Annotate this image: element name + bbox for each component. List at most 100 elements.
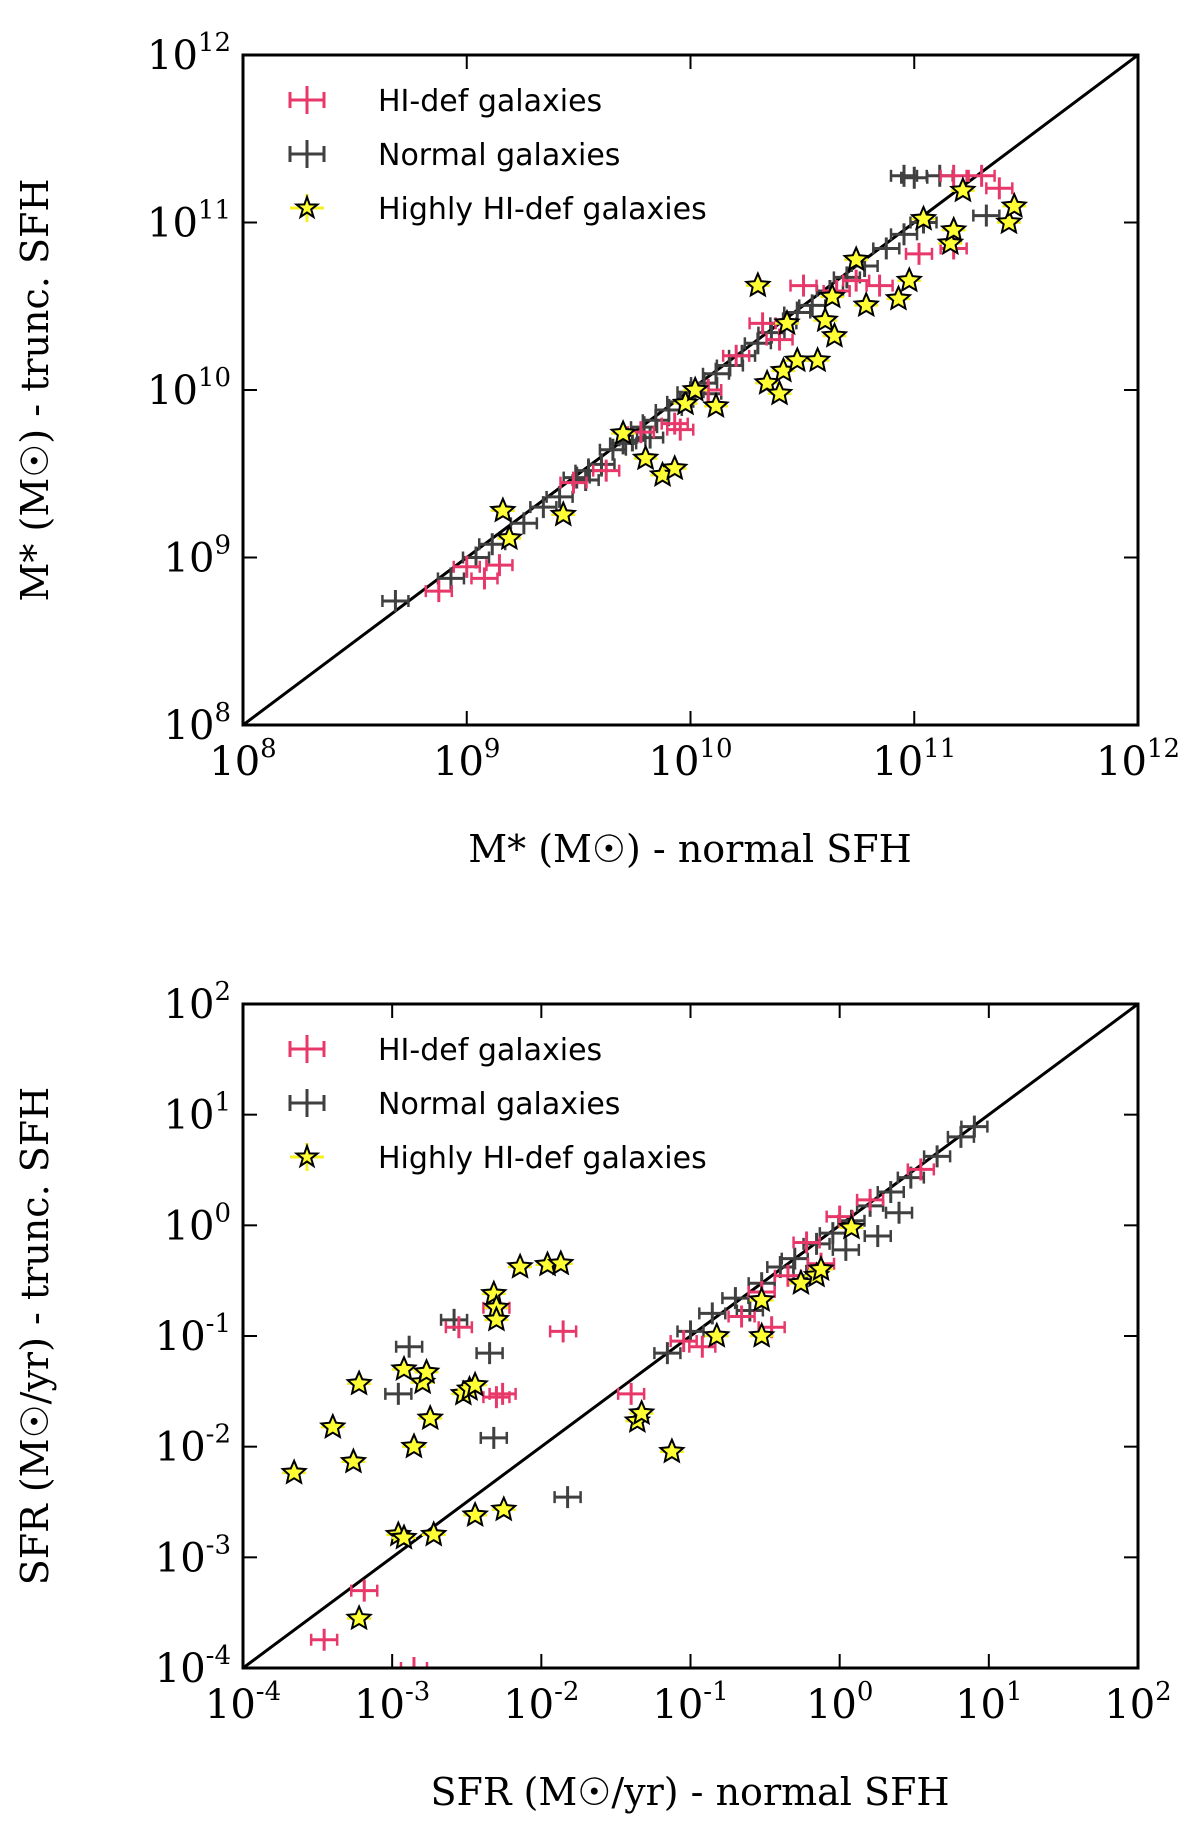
errorbar-point: [676, 1320, 705, 1343]
errorbar-point: [727, 1305, 756, 1328]
star-point: [400, 1432, 428, 1459]
series-highly-hi-def-galaxies: [488, 176, 1029, 551]
errorbar-point: [660, 412, 689, 435]
x-tick-label: 10-3: [354, 1677, 430, 1728]
errorbar-point: [482, 1386, 511, 1409]
legend-label-highly: Highly HI-def galaxies: [378, 1141, 707, 1176]
star-point: [488, 496, 517, 523]
errorbar-point: [545, 485, 574, 508]
star-point: [787, 1268, 815, 1295]
y-tick-label: 1012: [147, 28, 231, 79]
star-point: [546, 1249, 575, 1276]
star-point: [949, 176, 977, 203]
y-axis-label: SFR (M☉/yr) - trunc. SFH: [13, 1087, 57, 1586]
errorbar-point: [721, 344, 751, 367]
errorbar-point: [698, 1302, 727, 1325]
plot-area: [243, 1004, 1138, 1668]
errorbar-point: [889, 164, 919, 187]
star-point: [803, 345, 832, 373]
axis-ticks: 10-410-4 10-3 10-3 10-2 10-2 10-1 10-1 100 100 10…: [155, 977, 1172, 1728]
star-point: [461, 1370, 490, 1397]
x-tick-label: 10-4: [205, 1677, 281, 1728]
legend-marker-hidef: [288, 1035, 326, 1063]
star-point: [490, 1495, 518, 1522]
star-point: [895, 266, 924, 293]
errorbar-point: [960, 1115, 989, 1138]
star-point: [807, 1254, 835, 1282]
legend-marker-normal: [288, 1089, 326, 1117]
y-tick-label: 1010: [147, 363, 231, 414]
star-point: [390, 1354, 418, 1382]
star-point: [412, 1357, 441, 1385]
star-point: [345, 1603, 373, 1631]
legend-label-normal: Normal galaxies: [378, 138, 620, 173]
y-tick-label: 10-3: [155, 1530, 231, 1581]
x-tick-label: 102: [1104, 1677, 1171, 1728]
legend-marker-normal: [288, 140, 326, 168]
sfr-panel: 10-410-4 10-3 10-3 10-2 10-2 10-1 10-1 100 100 10…: [13, 977, 1172, 1814]
errorbar-point: [939, 164, 968, 187]
star-point: [842, 245, 871, 272]
star-point: [506, 1252, 534, 1279]
star-point: [909, 204, 938, 231]
errorbar-point: [904, 242, 934, 265]
errorbar-point: [485, 554, 514, 577]
star-point: [345, 1369, 373, 1396]
y-tick-label: 109: [164, 531, 231, 582]
plot-area: [243, 55, 1138, 725]
x-tick-label: 108: [209, 734, 276, 785]
star-point: [811, 305, 840, 333]
errorbar-point: [863, 1225, 892, 1248]
errorbar-point: [559, 471, 588, 494]
series-highly-hi-def-galaxies: [280, 1213, 866, 1631]
y-tick-label: 1011: [147, 196, 231, 247]
star-point: [416, 1403, 445, 1431]
legend-label-highly: Highly HI-def galaxies: [378, 192, 707, 227]
errorbar-point: [350, 1579, 379, 1602]
star-point: [747, 1285, 776, 1313]
errorbar-point: [872, 237, 901, 260]
star-point: [884, 284, 913, 311]
star-point: [339, 1447, 368, 1474]
star-point: [609, 418, 638, 446]
series-hi-def-galaxies: [309, 1158, 936, 1668]
star-point: [419, 1520, 448, 1547]
errorbar-point: [470, 567, 499, 590]
star-point: [390, 1523, 418, 1550]
errorbar-point: [381, 589, 410, 612]
x-axis-label: SFR (M☉/yr) - normal SFH: [430, 1770, 949, 1814]
star-point: [280, 1458, 308, 1485]
legend-marker-hidef: [288, 86, 326, 114]
y-tick-label: 101: [164, 1088, 231, 1139]
errorbar-point: [548, 1320, 578, 1343]
errorbar-point: [439, 1308, 469, 1331]
errorbar-point: [591, 459, 621, 482]
star-point: [702, 1321, 731, 1348]
errorbar-point: [653, 1342, 682, 1365]
x-tick-label: 100: [806, 1677, 873, 1728]
errorbar-point: [384, 1382, 413, 1405]
star-point: [747, 1321, 776, 1348]
star-point: [818, 282, 847, 309]
star-point: [837, 1213, 866, 1240]
star-point: [627, 1398, 656, 1426]
legend-marker-highly: [290, 1142, 324, 1171]
x-tick-label: 109: [433, 734, 500, 785]
x-tick-label: 1012: [1096, 734, 1180, 785]
errorbar-point: [922, 1145, 952, 1168]
legend: HI-def galaxies Normal galaxies Highly H…: [288, 1033, 707, 1176]
errorbar-point: [424, 580, 454, 603]
star-point: [658, 1437, 686, 1464]
x-tick-label: 1010: [649, 734, 733, 785]
errorbar-point: [452, 555, 481, 578]
star-point: [939, 215, 968, 242]
y-tick-label: 102: [164, 977, 231, 1028]
star-point: [702, 391, 730, 418]
errorbar-point: [553, 1486, 582, 1509]
star-point: [765, 379, 794, 406]
errorbar-point: [479, 1426, 509, 1449]
star-point: [820, 321, 849, 348]
